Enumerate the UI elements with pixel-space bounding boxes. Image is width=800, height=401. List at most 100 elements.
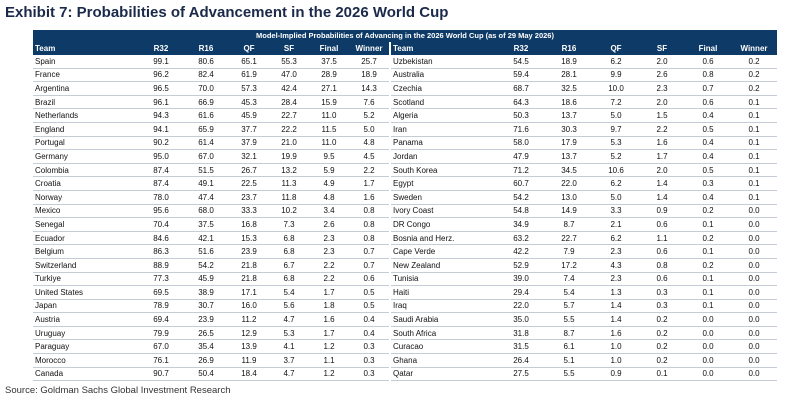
cell-r32: 95.6 [139,204,183,219]
cell-team: Senegal [33,217,139,232]
table-row: Norway 78.0 47.4 23.7 11.8 4.8 1.6 [33,190,389,205]
table-row: Curacao 31.5 6.1 1.0 0.2 0.0 0.0 [391,339,777,355]
table-row: Sweden 54.2 13.0 5.0 1.4 0.4 0.1 [391,190,777,205]
cell-final: 2.2 [309,258,349,273]
cell-sf: 0.2 [639,353,685,368]
cell-winner: 0.0 [731,258,777,273]
cell-team: Paraguay [33,339,139,355]
cell-r16: 13.7 [545,149,593,164]
cell-team: Brazil [33,95,139,110]
cell-r16: 51.6 [183,244,229,259]
column-header-sf: SF [269,42,309,55]
cell-team: Ecuador [33,231,139,246]
cell-qf: 1.0 [593,353,639,368]
cell-final: 1.1 [309,353,349,368]
table-row: Ghana 26.4 5.1 1.0 0.2 0.0 0.0 [391,353,777,368]
cell-qf: 16.0 [229,299,269,314]
cell-final: 5.9 [309,163,349,178]
cell-qf: 9.7 [593,122,639,137]
table-row: Uruguay 79.9 26.5 12.9 5.3 1.7 0.4 [33,326,389,341]
cell-team: South Africa [391,326,497,341]
cell-r16: 45.9 [183,272,229,287]
cell-final: 0.3 [685,176,731,191]
column-header-winner: Winner [349,42,389,55]
cell-sf: 11.3 [269,176,309,191]
cell-r32: 64.3 [497,95,545,110]
left-header-row: Team R32 R16 QF SF Final Winner [33,42,389,55]
table-row: Colombia 87.4 51.5 26.7 13.2 5.9 2.2 [33,163,389,178]
cell-winner: 1.7 [349,176,389,191]
cell-team: DR Congo [391,217,497,232]
cell-team: Canada [33,367,139,382]
cell-r32: 47.9 [497,149,545,164]
cell-final: 0.7 [685,81,731,96]
cell-final: 0.1 [685,217,731,232]
cell-final: 0.1 [685,244,731,259]
table-row: Cape Verde 42.2 7.9 2.3 0.6 0.1 0.0 [391,244,777,259]
cell-r32: 70.4 [139,217,183,232]
cell-r32: 71.2 [497,163,545,178]
cell-final: 0.0 [685,367,731,382]
cell-winner: 0.7 [349,244,389,259]
cell-qf: 57.3 [229,81,269,96]
cell-r16: 8.7 [545,326,593,341]
table-row: United States 69.5 38.9 17.1 5.4 1.7 0.5 [33,285,389,300]
cell-qf: 26.7 [229,163,269,178]
cell-r16: 26.9 [183,353,229,368]
cell-r32: 34.9 [497,217,545,232]
cell-final: 2.6 [309,217,349,232]
table-row: New Zealand 52.9 17.2 4.3 0.8 0.2 0.0 [391,258,777,273]
table-row: Belgium 86.3 51.6 23.9 6.8 2.3 0.7 [33,244,389,259]
cell-winner: 0.3 [349,367,389,382]
table-row: Switzerland 88.9 54.2 21.8 6.7 2.2 0.7 [33,258,389,273]
cell-r32: 94.3 [139,108,183,123]
table-row: Tunisia 39.0 7.4 2.3 0.6 0.1 0.0 [391,272,777,287]
cell-final: 0.4 [685,108,731,123]
cell-team: England [33,122,139,137]
cell-winner: 7.6 [349,95,389,110]
cell-r16: 17.9 [545,136,593,151]
cell-winner: 0.0 [731,299,777,314]
cell-qf: 6.2 [593,231,639,246]
cell-winner: 0.1 [731,108,777,123]
cell-team: Scotland [391,95,497,110]
cell-r32: 42.2 [497,244,545,259]
cell-r32: 94.1 [139,122,183,137]
cell-winner: 0.0 [731,312,777,327]
cell-r32: 76.1 [139,353,183,368]
cell-qf: 1.4 [593,312,639,327]
cell-r16: 34.5 [545,163,593,178]
column-header-r32: R32 [139,42,183,55]
cell-sf: 1.1 [639,231,685,246]
cell-r16: 65.9 [183,122,229,137]
table-row: Algeria 50.3 13.7 5.0 1.5 0.4 0.1 [391,108,777,123]
cell-r32: 35.0 [497,312,545,327]
table-row: Ivory Coast 54.8 14.9 3.3 0.9 0.2 0.0 [391,204,777,219]
cell-qf: 10.6 [593,163,639,178]
cell-winner: 0.4 [349,312,389,327]
cell-r32: 96.5 [139,81,183,96]
cell-qf: 13.9 [229,339,269,355]
cell-winner: 0.8 [349,204,389,219]
cell-winner: 0.0 [731,231,777,246]
cell-sf: 5.6 [269,299,309,314]
cell-final: 28.9 [309,68,349,83]
cell-qf: 1.4 [593,299,639,314]
cell-team: Iran [391,122,497,137]
table-row: Argentina 96.5 70.0 57.3 42.4 27.1 14.3 [33,81,389,96]
cell-final: 27.1 [309,81,349,96]
cell-r32: 50.3 [497,108,545,123]
cell-r32: 87.4 [139,176,183,191]
column-header-r16: R16 [545,42,593,55]
cell-sf: 11.8 [269,190,309,205]
cell-final: 1.8 [309,299,349,314]
cell-r16: 61.6 [183,108,229,123]
cell-final: 0.4 [685,149,731,164]
cell-final: 9.5 [309,149,349,164]
cell-r16: 23.9 [183,312,229,327]
cell-qf: 17.1 [229,285,269,300]
cell-r32: 31.8 [497,326,545,341]
table-row: Austria 69.4 23.9 11.2 4.7 1.6 0.4 [33,312,389,327]
column-header-team: Team [391,42,497,55]
cell-winner: 0.7 [349,258,389,273]
